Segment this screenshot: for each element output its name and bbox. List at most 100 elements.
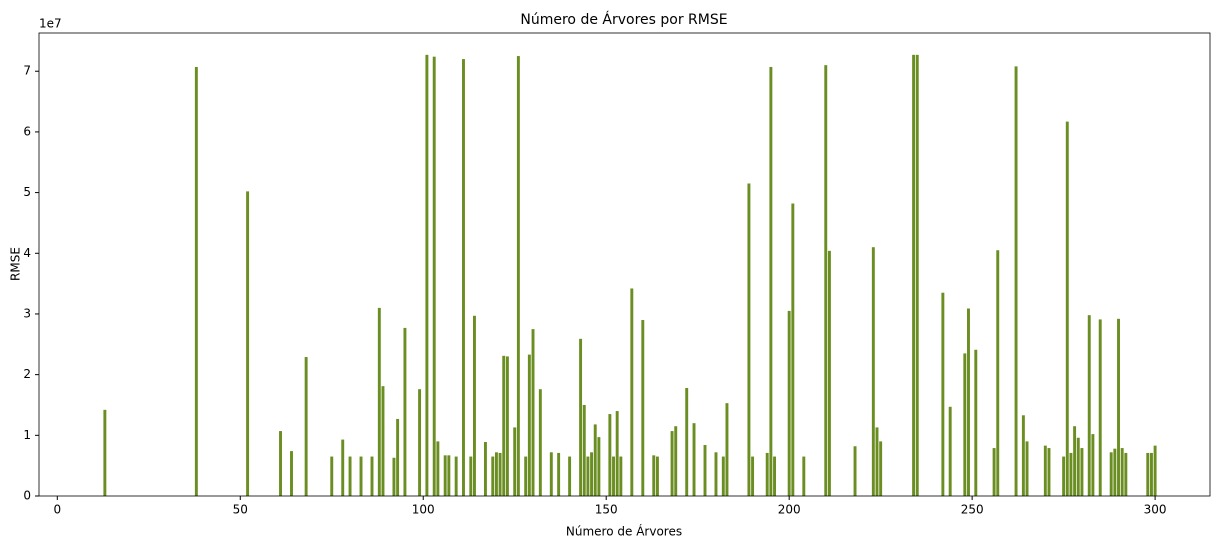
plot-frame: [38, 32, 1211, 497]
bar: [974, 349, 978, 496]
x-tick-label: 200: [778, 503, 801, 517]
bar: [1014, 66, 1018, 496]
bar: [1080, 448, 1084, 496]
bar: [348, 456, 352, 496]
bar: [996, 250, 1000, 496]
y-tick-label: 2: [23, 367, 31, 381]
bar: [802, 456, 806, 496]
bar: [194, 66, 198, 496]
bar: [498, 452, 502, 496]
bar: [1124, 452, 1128, 496]
bar: [579, 338, 583, 496]
bar: [586, 456, 590, 496]
y-tick-label: 6: [23, 124, 31, 138]
bar: [791, 203, 795, 496]
bar: [392, 457, 396, 496]
bar: [915, 54, 919, 497]
bar: [597, 437, 601, 496]
bar: [491, 456, 495, 496]
bar: [619, 456, 623, 496]
x-axis-label: Número de Árvores: [566, 524, 682, 539]
bar: [590, 452, 594, 496]
x-tick-label: 250: [961, 503, 984, 517]
bar: [502, 355, 506, 496]
bar: [436, 441, 440, 496]
y-tick-label: 3: [23, 306, 31, 320]
bar: [1120, 448, 1124, 496]
bar: [246, 191, 250, 496]
bar: [948, 406, 952, 496]
bar: [1065, 121, 1069, 496]
bar: [304, 357, 308, 496]
bar: [473, 315, 476, 496]
bar: [516, 56, 520, 496]
bar: [612, 456, 615, 496]
bar: [454, 456, 458, 496]
bar: [912, 54, 916, 497]
y-axis-label: RMSE: [9, 247, 23, 281]
bar: [531, 329, 535, 496]
y-tick-label: 7: [23, 64, 31, 78]
bar: [827, 250, 831, 496]
bar: [1117, 318, 1120, 496]
bar: [1021, 415, 1025, 496]
bar: [674, 426, 678, 496]
bar: [425, 54, 429, 497]
bar: [725, 403, 729, 496]
bar: [1025, 441, 1029, 496]
bar: [330, 456, 334, 496]
x-tick-label: 300: [1144, 503, 1167, 517]
y-tick-label: 4: [23, 246, 31, 260]
bar: [747, 183, 751, 496]
bar: [608, 414, 612, 496]
x-tick-label: 150: [595, 503, 618, 517]
bar: [418, 389, 422, 496]
bar: [670, 431, 674, 496]
bar: [751, 456, 755, 496]
bar: [377, 307, 381, 496]
bar: [462, 59, 465, 497]
bar: [1076, 437, 1080, 496]
bar: [103, 409, 107, 496]
bar: [538, 389, 542, 496]
y-offset-label: 1e7: [39, 17, 62, 31]
bar: [879, 441, 883, 496]
bar: [824, 65, 828, 497]
bar: [1047, 448, 1051, 496]
bar: [1146, 452, 1150, 496]
x-tick-label: 100: [412, 503, 435, 517]
x-tick-label: 0: [53, 503, 61, 517]
bar: [483, 441, 487, 496]
bar: [447, 455, 451, 496]
bar: [524, 456, 528, 496]
bar: [630, 288, 634, 496]
bar: [1073, 426, 1077, 496]
x-tick-label: 50: [233, 503, 248, 517]
bar: [641, 320, 645, 496]
bar: [582, 404, 586, 496]
bar: [714, 452, 718, 496]
bar: [432, 56, 436, 496]
bar: [875, 427, 879, 496]
bar: [773, 456, 776, 496]
bar: [396, 418, 400, 496]
chart-title: Número de Árvores por RMSE: [520, 11, 727, 28]
bar: [1062, 456, 1066, 496]
bar: [1149, 452, 1153, 496]
bar: [615, 411, 619, 496]
bar: [494, 452, 498, 496]
bar: [1153, 445, 1157, 496]
bar: [1113, 448, 1117, 496]
bar: [853, 446, 857, 496]
bar: [787, 310, 791, 496]
bar: [871, 247, 875, 496]
bar: [1043, 445, 1047, 496]
bar: [1087, 315, 1091, 496]
bar: [549, 452, 553, 496]
bar: [527, 354, 531, 496]
y-tick-label: 0: [23, 489, 31, 503]
bar: [1109, 452, 1113, 496]
bar: [505, 356, 509, 496]
bar: [1069, 452, 1073, 496]
